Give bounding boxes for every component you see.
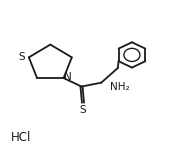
- Text: S: S: [18, 52, 25, 62]
- Text: S: S: [80, 105, 86, 115]
- Text: NH₂: NH₂: [110, 82, 130, 92]
- Text: N: N: [64, 72, 72, 82]
- Text: HCl: HCl: [11, 131, 31, 144]
